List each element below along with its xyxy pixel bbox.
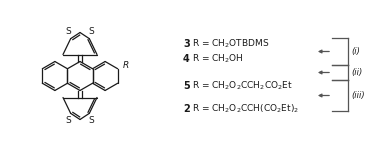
- Text: R = CH$_2$O$_2$CCH(CO$_2$Et)$_2$: R = CH$_2$O$_2$CCH(CO$_2$Et)$_2$: [192, 103, 299, 115]
- Text: (i): (i): [351, 47, 360, 56]
- Text: S: S: [88, 116, 94, 125]
- Text: R = CH$_2$O$_2$CCH$_2$CO$_2$Et: R = CH$_2$O$_2$CCH$_2$CO$_2$Et: [192, 80, 293, 92]
- Text: R = CH$_2$OTBDMS: R = CH$_2$OTBDMS: [192, 38, 270, 50]
- Text: 2: 2: [183, 104, 190, 114]
- Text: 5: 5: [183, 81, 190, 91]
- Text: R: R: [123, 61, 129, 70]
- Text: S: S: [66, 116, 71, 125]
- Text: 4: 4: [183, 54, 190, 64]
- Text: (ii): (ii): [351, 68, 362, 77]
- Text: S: S: [88, 27, 94, 36]
- Text: R = CH$_2$OH: R = CH$_2$OH: [192, 53, 244, 65]
- Text: 3: 3: [183, 39, 190, 49]
- Text: S: S: [66, 27, 71, 36]
- Text: (iii): (iii): [351, 91, 365, 100]
